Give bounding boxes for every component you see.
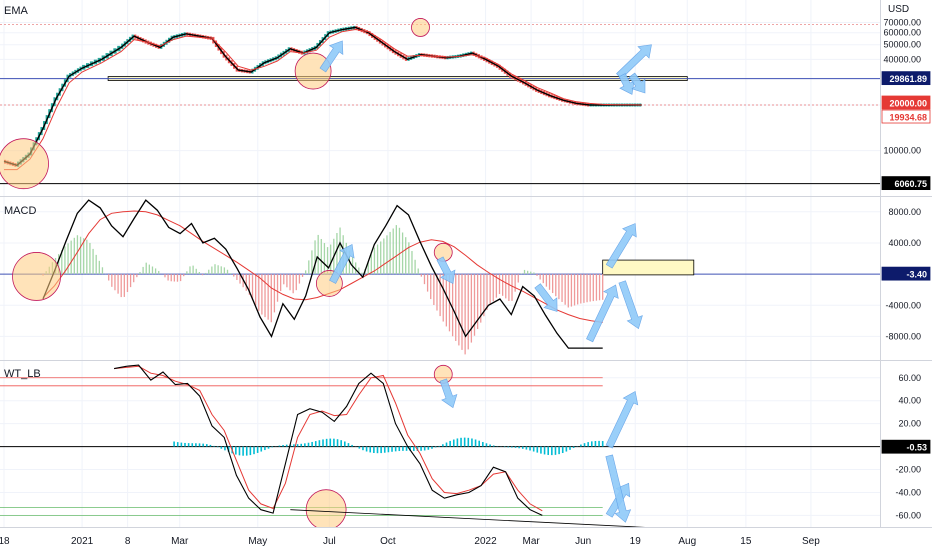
x-tick-label: 2021 (71, 536, 94, 547)
ema-slow-line (4, 28, 642, 171)
price-overlays (0, 18, 652, 190)
macd-overlays (12, 223, 643, 343)
x-tick-label: Oct (380, 536, 396, 547)
trend-arrow-down (436, 256, 456, 284)
marker-base: 6060.75 (894, 179, 927, 189)
x-tick-label: Mar (522, 536, 540, 547)
marker-base-bg (881, 176, 931, 191)
y-tick-label: 10000.00 (883, 146, 921, 156)
y-tick-label: 60000.00 (883, 28, 921, 38)
y-tick-label: 40.00 (898, 396, 921, 406)
y-tick-label: 20.00 (898, 419, 921, 429)
x-tick-label: 2022 (474, 536, 497, 547)
trend-arrow-down (439, 378, 458, 409)
y-tick-label: -40.00 (895, 487, 921, 497)
ema-fast-line (3, 26, 642, 167)
trend-arrow-down (618, 280, 643, 330)
highlight-circle (0, 138, 49, 190)
marker-wt: -0.53 (906, 443, 927, 453)
marker-wt-bg (881, 439, 931, 454)
macd-lines (42, 199, 603, 349)
x-tick-label: Jul (323, 536, 336, 547)
y-tick-label: -8000.00 (885, 331, 921, 341)
highlight-circle (12, 252, 61, 301)
x-tick-label: 18 (0, 536, 10, 547)
x-tick-label: 8 (125, 536, 131, 547)
macd-line (42, 199, 603, 349)
y-tick-label: 8000.00 (888, 207, 921, 217)
wt-panel-title: WT_LB (4, 368, 41, 380)
highlight-circle (411, 18, 430, 37)
value-markers: 29861.89 20000.00 19934.68 6060.75 -3.40 -0.5… (881, 71, 931, 454)
x-tick-label: 15 (740, 536, 752, 547)
axes[interactable]: 18 2021 8 Mar May Jul Oct 2022 Mar Jun 19 Aug 15 Sep 1… (0, 18, 921, 547)
price-panel-title: EMA (4, 5, 29, 17)
trend-arrow-up (329, 244, 355, 284)
trend-arrow-down (618, 73, 635, 95)
price-lines (3, 26, 642, 171)
marker-macd: -3.40 (906, 270, 927, 280)
y-tick-label: 4000.00 (888, 238, 921, 248)
trend-arrow-down (534, 283, 558, 312)
highlight-circle (294, 52, 332, 90)
wt-lines (113, 364, 543, 516)
x-tick-label: 19 (630, 536, 642, 547)
wt-overlays (290, 364, 646, 527)
y-tick-label: 50000.00 (883, 40, 921, 50)
marker-macd-bg (881, 266, 931, 281)
trend-arrow-up (605, 391, 639, 449)
x-tick-label: Sep (802, 536, 820, 547)
x-tick-label: Mar (171, 536, 189, 547)
wt-line (113, 364, 543, 516)
wt-panel[interactable] (0, 361, 880, 527)
macd-zone-box (602, 259, 695, 276)
trend-arrow-up (586, 284, 619, 343)
y-tick-label: -60.00 (895, 510, 921, 520)
x-tick-label: Aug (678, 536, 696, 547)
y-tick-label: -20.00 (895, 465, 921, 475)
trend-arrow-up (319, 40, 344, 73)
y-tick-label: 40000.00 (883, 54, 921, 64)
wt-histogram (173, 437, 604, 456)
marker-close-bg (881, 109, 931, 124)
y-tick-label: -4000.00 (885, 300, 921, 310)
marker-support: 29861.89 (889, 74, 927, 84)
price-panel[interactable] (0, 0, 880, 196)
currency-label: USD (888, 4, 909, 15)
highlight-circle (305, 489, 347, 527)
trend-arrow-down (628, 72, 646, 94)
marker-close: 19934.68 (889, 113, 927, 123)
trend-arrow-down (605, 454, 632, 523)
trend-arrow-up (605, 223, 637, 269)
trend-line (290, 509, 646, 527)
x-tick-label: May (248, 536, 267, 547)
macd-signal-line (42, 210, 603, 323)
y-tick-label: 70000.00 (883, 18, 921, 28)
marker-price-bg (881, 95, 931, 110)
marker-support-bg (881, 71, 931, 86)
y-tick-label: 60.00 (898, 373, 921, 383)
macd-panel-title: MACD (4, 205, 36, 217)
marker-price: 20000.00 (889, 99, 927, 109)
price-zone (0, 24, 880, 185)
x-tick-label: Jun (575, 536, 591, 547)
